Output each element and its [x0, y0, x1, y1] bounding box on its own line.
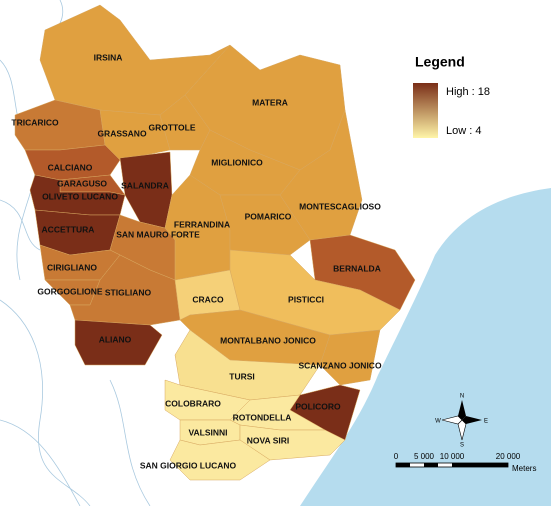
municipality	[74, 319, 163, 366]
scale-label: 20 000	[496, 452, 521, 461]
municipality	[319, 329, 381, 386]
legend-low: Low : 4	[446, 125, 481, 137]
municipality	[229, 249, 401, 336]
municipality-label: IRSINA	[94, 52, 123, 62]
municipality-label: PISTICCI	[288, 294, 324, 304]
municipality-label: ALIANO	[99, 334, 132, 344]
municipality-label: MIGLIONICO	[211, 157, 263, 167]
municipality-label: CALCIANO	[48, 162, 93, 172]
municipality-label: FERRANDINA	[174, 219, 230, 229]
municipality-label: OLIVETO LUCANO	[42, 191, 118, 201]
compass-n: N	[460, 394, 464, 400]
municipality-label: STIGLIANO	[105, 287, 152, 297]
municipality-label: SAN MAURO FORTE	[116, 229, 200, 239]
municipality	[169, 439, 271, 481]
municipality-label: TURSI	[229, 371, 255, 381]
municipality-label: SAN GIORGIO LUCANO	[140, 460, 237, 470]
compass-s: S	[460, 443, 464, 449]
municipality-label: MONTALBANO JONICO	[220, 335, 316, 345]
municipality-label: NOVA SIRI	[247, 435, 290, 445]
municipality-label: BERNALDA	[333, 263, 381, 273]
scale-label: 0	[394, 452, 399, 461]
municipality-label: ACCETTURA	[42, 224, 95, 234]
municipality-label: CIRIGLIANO	[47, 262, 97, 272]
municipality-label: GARAGUSO	[57, 178, 107, 188]
municipality-label: SALANDRA	[121, 180, 169, 190]
sea	[300, 188, 551, 506]
compass: N E S W	[435, 394, 488, 449]
municipality-label: GRASSANO	[97, 128, 147, 138]
scale-bar	[395, 462, 509, 468]
legend-high: High : 18	[446, 86, 490, 98]
municipality-label: TRICARICO	[11, 117, 59, 127]
scale-label: 10 000	[440, 452, 465, 461]
municipality-label: GROTTOLE	[148, 122, 195, 132]
compass-e: E	[484, 419, 488, 425]
scale-label: 5 000	[414, 452, 435, 461]
municipality-label: CRACO	[192, 294, 224, 304]
municipality-label: MONTESCAGLIOSO	[299, 201, 381, 211]
municipality-label: COLOBRARO	[165, 398, 221, 408]
scale-labels: 0 5 000 10 000 20 000 Meters	[394, 452, 537, 473]
municipality-label: POLICORO	[295, 401, 341, 411]
compass-w: W	[435, 419, 441, 425]
municipality-label: ROTONDELLA	[233, 412, 292, 422]
municipality	[69, 254, 181, 326]
legend-title: Legend	[415, 54, 465, 70]
municipality-label: SCANZANO JONICO	[298, 360, 382, 370]
municipality-label: POMARICO	[245, 211, 292, 221]
scale-unit: Meters	[512, 464, 536, 473]
municipality-label: MATERA	[252, 97, 288, 107]
municipalities	[14, 4, 416, 481]
municipality	[29, 174, 126, 216]
municipality-label: GORGOGLIONE	[37, 286, 103, 296]
municipality-label: VALSINNI	[188, 427, 227, 437]
legend-ramp	[413, 83, 438, 138]
